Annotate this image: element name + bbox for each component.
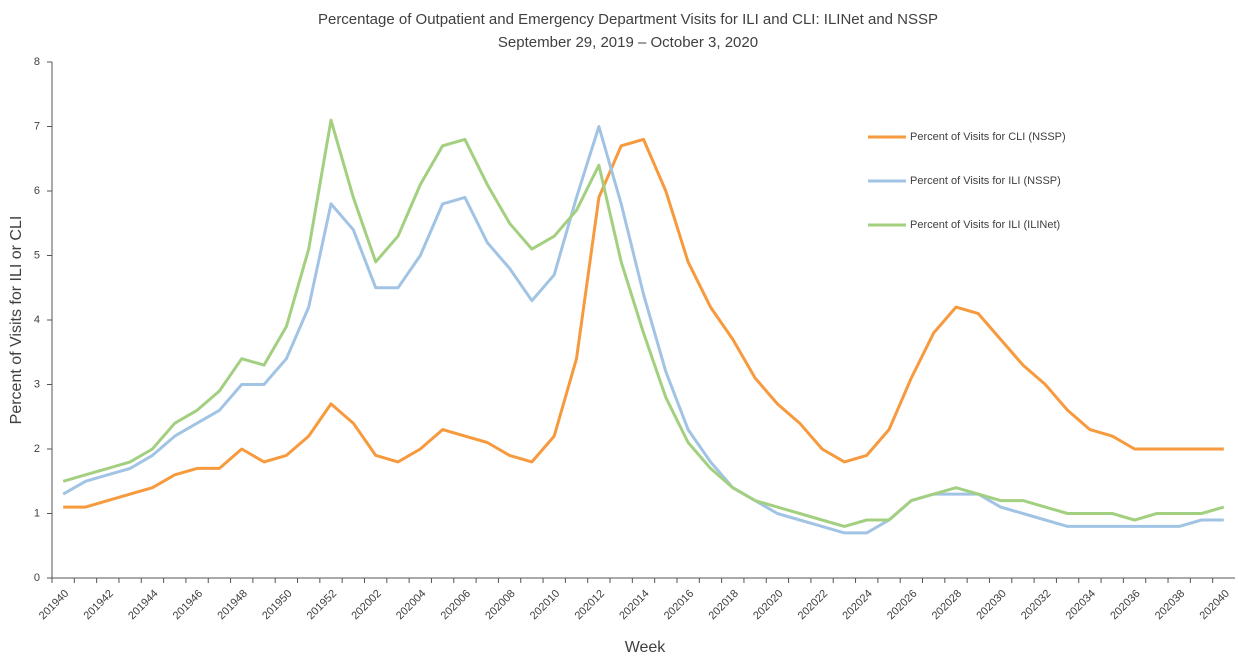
- x-tick-label: 202022: [796, 588, 830, 622]
- y-tick-label: 8: [34, 56, 40, 68]
- x-tick-label: 201942: [82, 588, 116, 622]
- x-tick-label: 202004: [394, 588, 428, 622]
- y-tick-label: 0: [34, 572, 40, 584]
- y-axis-title: Percent of Visits for ILI or CLI: [8, 216, 25, 425]
- x-tick-label: 202030: [974, 588, 1008, 622]
- series-line: [62, 118, 1225, 528]
- x-tick-label: 202024: [840, 588, 874, 622]
- legend-label: Percent of Visits for CLI (NSSP): [910, 131, 1066, 143]
- y-tick-label: 7: [34, 120, 40, 132]
- x-tick-label: 201946: [171, 588, 205, 622]
- x-tick-label: 202018: [707, 588, 741, 622]
- series-line: [62, 125, 1224, 535]
- x-tick-label: 202040: [1198, 588, 1232, 622]
- x-tick-label: 202034: [1064, 588, 1098, 622]
- x-tick-label: 202038: [1153, 588, 1187, 622]
- legend-label: Percent of Visits for ILI (NSSP): [910, 175, 1061, 187]
- x-tick-label: 202002: [349, 588, 383, 622]
- x-tick-label: 202006: [439, 588, 473, 622]
- x-tick-label: 201948: [215, 588, 249, 622]
- chart-subtitle: September 29, 2019 – October 3, 2020: [498, 34, 758, 51]
- x-tick-label: 201950: [260, 588, 294, 622]
- x-tick-label: 202012: [573, 588, 607, 622]
- x-tick-label: 201952: [305, 588, 339, 622]
- y-tick-label: 4: [34, 314, 40, 326]
- x-tick-label: 202008: [483, 588, 517, 622]
- x-tick-label: 202032: [1019, 588, 1053, 622]
- x-tick-label: 202028: [930, 588, 964, 622]
- y-tick-label: 6: [34, 185, 40, 197]
- x-tick-label: 202020: [751, 588, 785, 622]
- x-tick-label: 202016: [662, 588, 696, 622]
- x-tick-label: 202014: [617, 588, 651, 622]
- x-tick-label: 202036: [1108, 588, 1142, 622]
- x-tick-label: 202010: [528, 588, 562, 622]
- x-tick-label: 201944: [126, 588, 160, 622]
- x-tick-label: 202026: [885, 588, 919, 622]
- y-tick-label: 5: [34, 249, 40, 261]
- x-tick-label: 201940: [37, 588, 71, 622]
- series-line: [63, 137, 1224, 509]
- chart-title: Percentage of Outpatient and Emergency D…: [318, 11, 938, 28]
- legend-label: Percent of Visits for ILI (ILINet): [910, 219, 1060, 231]
- y-tick-label: 3: [34, 378, 40, 390]
- y-tick-label: 2: [34, 443, 40, 455]
- y-tick-label: 1: [34, 507, 40, 519]
- x-axis-title: Week: [625, 639, 667, 656]
